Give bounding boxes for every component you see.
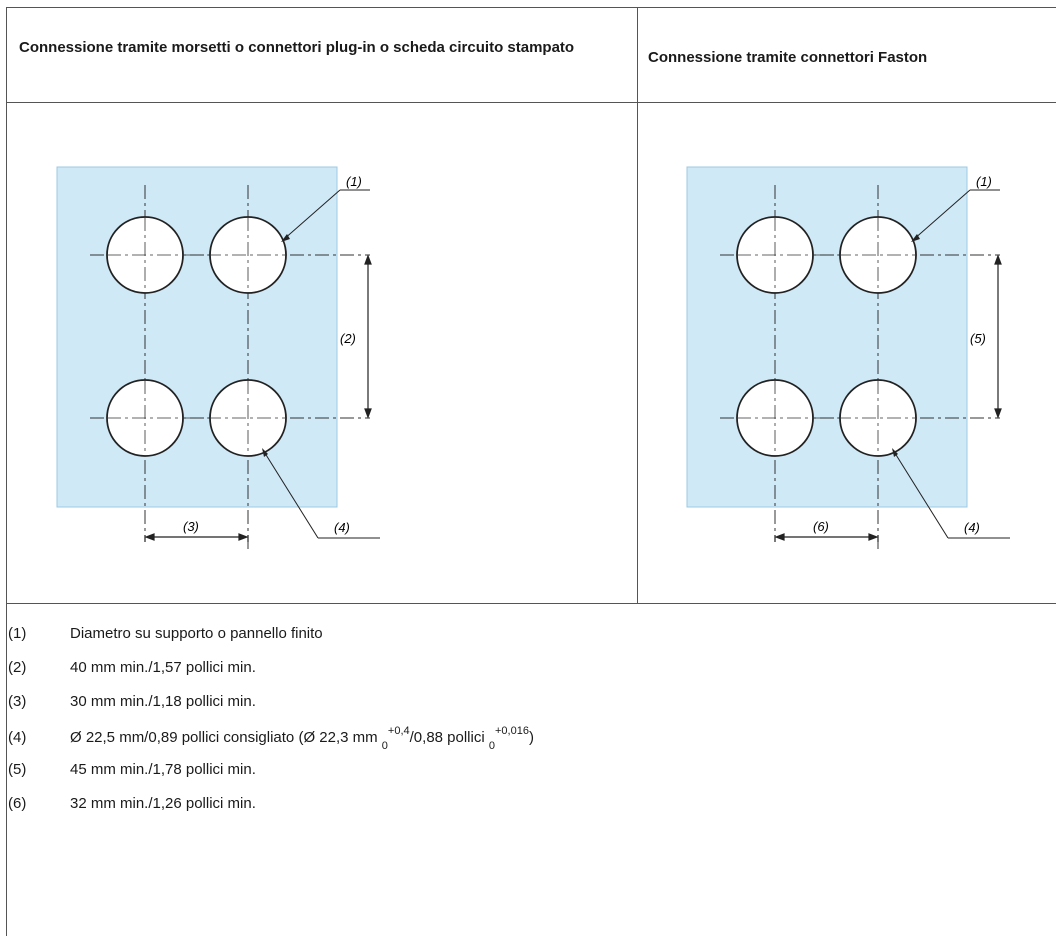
legend-notes: (1) Diametro su supporto o pannello fini… <box>8 625 1048 829</box>
mounting-diagram-terminals: (1) (2) (3) (4) <box>56 166 380 550</box>
legend-item: (1) Diametro su supporto o pannello fini… <box>8 625 1048 659</box>
callout-label: (6) <box>813 519 829 534</box>
legend-text: Ø 22,5 mm/0,89 pollici consigliato (Ø 22… <box>70 725 534 752</box>
callout-label: (1) <box>346 174 362 189</box>
callout-label: (4) <box>964 520 980 535</box>
table-body-divider <box>6 603 1056 604</box>
legend-item: (2) 40 mm min./1,57 pollici min. <box>8 659 1048 693</box>
column-header-terminals: Connessione tramite morsetti o connettor… <box>19 39 575 56</box>
legend-text: 40 mm min./1,57 pollici min. <box>70 659 256 676</box>
legend-text: 30 mm min./1,18 pollici min. <box>70 693 256 710</box>
legend-text: 45 mm min./1,78 pollici min. <box>70 761 256 778</box>
legend-item: (5) 45 mm min./1,78 pollici min. <box>8 761 1048 795</box>
column-header-faston: Connessione tramite connettori Faston <box>648 49 928 66</box>
callout-label: (2) <box>340 331 356 346</box>
legend-number: (3) <box>8 693 27 710</box>
legend-item: (3) 30 mm min./1,18 pollici min. <box>8 693 1048 727</box>
callout-label: (1) <box>976 174 992 189</box>
callout-label: (3) <box>183 519 199 534</box>
legend-number: (5) <box>8 761 27 778</box>
table-border-top <box>6 7 1056 8</box>
panel-area <box>56 166 338 508</box>
callout-label: (4) <box>334 520 350 535</box>
legend-number: (4) <box>8 729 27 746</box>
table-header-divider <box>6 102 1056 103</box>
legend-text: 32 mm min./1,26 pollici min. <box>70 795 256 812</box>
callout-label: (5) <box>970 331 986 346</box>
legend-number: (1) <box>8 625 27 642</box>
table-border-left <box>6 7 7 936</box>
legend-item: (4) Ø 22,5 mm/0,89 pollici consigliato (… <box>8 725 1048 761</box>
table-column-divider <box>637 7 638 604</box>
panel-area <box>686 166 968 508</box>
legend-item: (6) 32 mm min./1,26 pollici min. <box>8 795 1048 829</box>
legend-number: (6) <box>8 795 27 812</box>
legend-number: (2) <box>8 659 27 676</box>
legend-text: Diametro su supporto o pannello finito <box>70 625 323 642</box>
mounting-diagram-faston: (1) (5) (6) (4) <box>686 166 1010 550</box>
